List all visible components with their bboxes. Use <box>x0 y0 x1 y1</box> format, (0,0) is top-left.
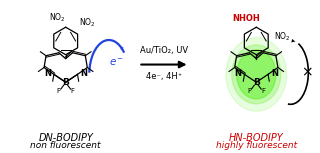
Text: $\times$: $\times$ <box>300 65 312 79</box>
Text: e$^-$: e$^-$ <box>109 57 124 68</box>
Text: F: F <box>247 88 252 94</box>
Text: HN-BODIPY: HN-BODIPY <box>229 133 284 143</box>
Ellipse shape <box>236 50 276 99</box>
Text: N: N <box>234 69 241 78</box>
Text: F: F <box>71 88 75 94</box>
Text: NO$_2$: NO$_2$ <box>274 31 291 43</box>
Text: DN-BODIPY: DN-BODIPY <box>38 133 93 143</box>
Text: F: F <box>261 88 265 94</box>
Text: N: N <box>44 69 52 78</box>
Text: 4e⁻, 4H⁺: 4e⁻, 4H⁺ <box>146 72 182 81</box>
Text: NO$_2$: NO$_2$ <box>49 12 65 24</box>
Text: B: B <box>62 78 69 87</box>
Text: B: B <box>253 78 260 87</box>
Text: F: F <box>57 88 61 94</box>
Ellipse shape <box>232 45 281 104</box>
Text: N: N <box>80 69 87 78</box>
Text: NO$_2$: NO$_2$ <box>79 17 96 29</box>
Text: highly fluorescent: highly fluorescent <box>216 141 297 150</box>
Text: Au/TiO₂, UV: Au/TiO₂, UV <box>140 46 188 55</box>
Text: non fluorescent: non fluorescent <box>30 141 101 150</box>
Ellipse shape <box>226 37 287 111</box>
Text: NHOH: NHOH <box>233 14 260 23</box>
Text: N: N <box>271 69 278 78</box>
